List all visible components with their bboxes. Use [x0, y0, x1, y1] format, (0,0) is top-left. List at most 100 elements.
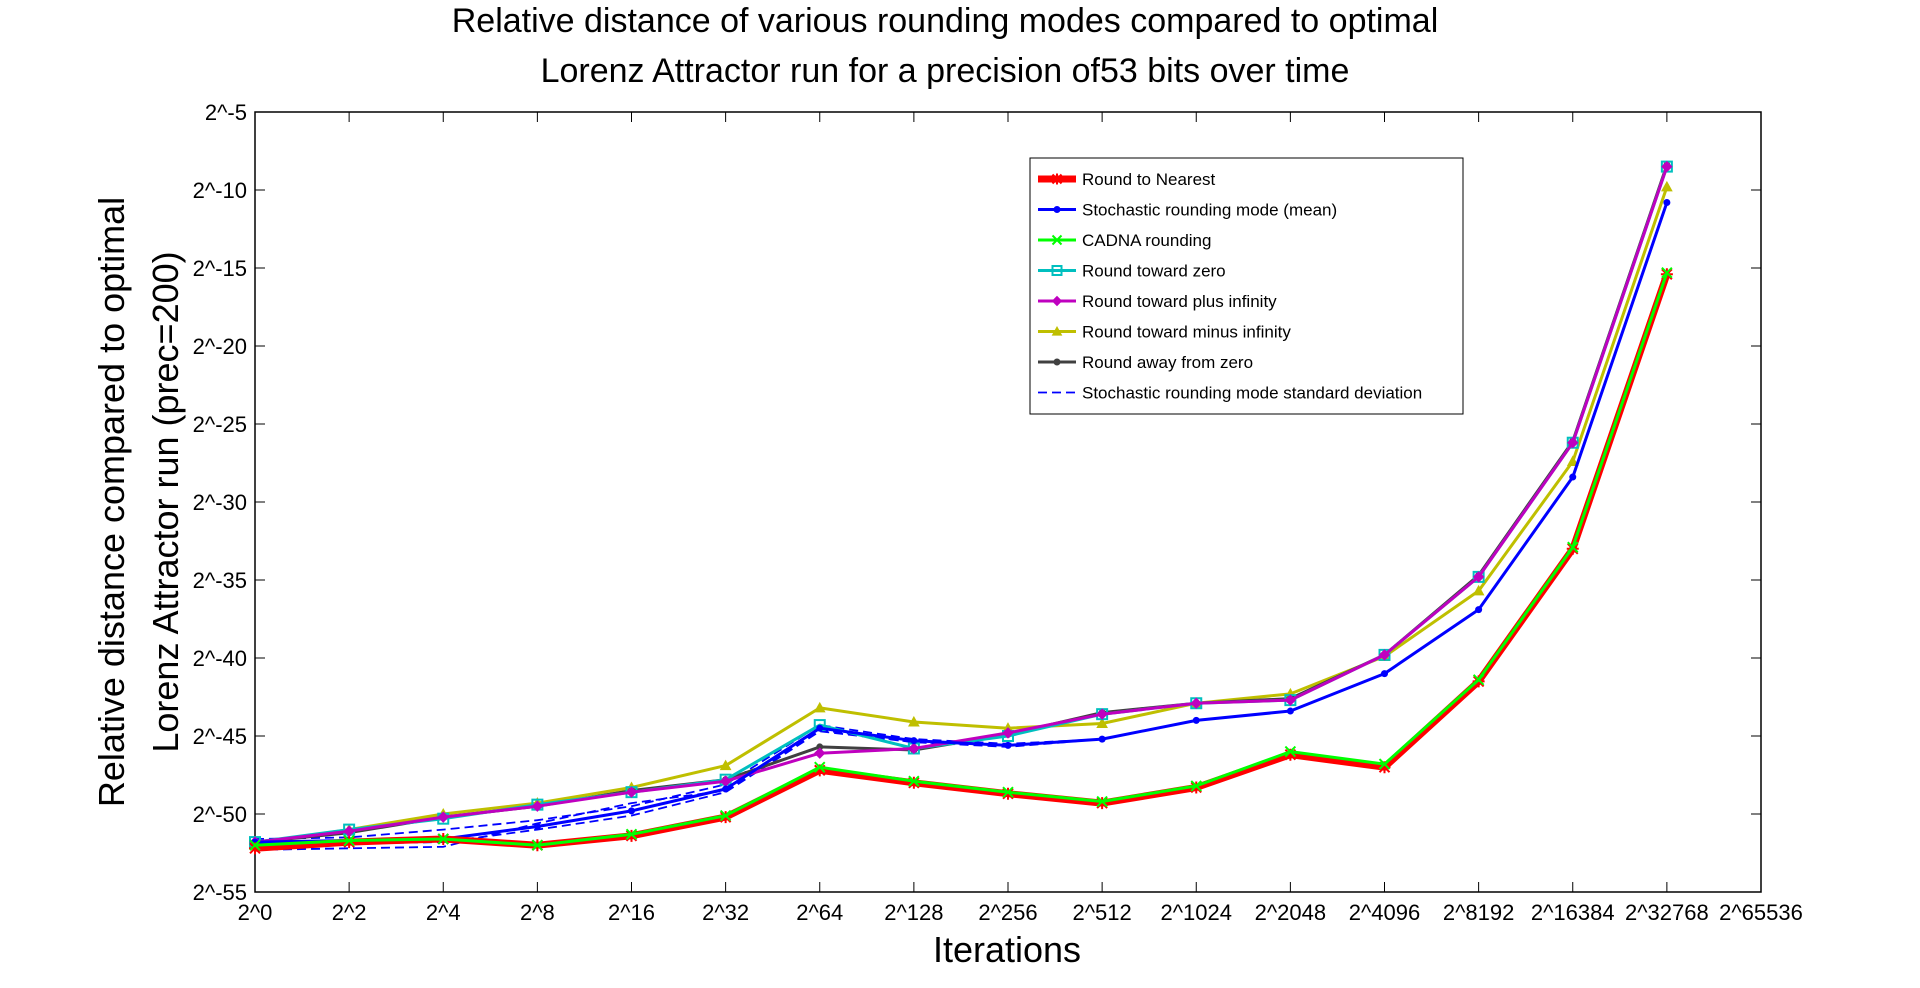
data-point	[1053, 206, 1061, 213]
data-point	[343, 836, 356, 849]
x-axis: 2^0 2^2 2^4 2^8 2^16 2^32 2^64 2^128 2^256 2^512 2…	[238, 112, 1803, 925]
x-tick-label: 2^65536	[1719, 900, 1803, 925]
legend-label: CADNA rounding	[1082, 231, 1211, 250]
series-line	[254, 166, 1669, 844]
data-point	[1053, 358, 1061, 366]
x-tick-label: 2^16384	[1531, 900, 1615, 925]
x-tick-label: 2^8192	[1443, 900, 1515, 925]
plot-area	[254, 111, 1762, 893]
x-tick-label: 2^1024	[1161, 900, 1233, 925]
x-tick-label: 2^128	[884, 900, 943, 925]
y-axis-label-2: Lorenz Attractor run (prec=200)	[145, 251, 186, 752]
data-point	[910, 737, 918, 745]
legend-label: Round toward plus infinity	[1082, 292, 1277, 311]
legend-label: Stochastic rounding mode standard deviat…	[1082, 384, 1422, 403]
data-point	[1096, 708, 1108, 720]
x-tick-label: 2^2	[332, 900, 367, 925]
data-point	[1051, 325, 1063, 336]
data-point	[1472, 584, 1485, 596]
legend-box	[1029, 157, 1464, 415]
data-point	[1096, 795, 1108, 808]
legend-label: Round away from zero	[1082, 353, 1253, 372]
legend-item: CADNA rounding	[1038, 231, 1211, 250]
data-point	[814, 761, 826, 773]
legend-label: Stochastic rounding mode (mean)	[1082, 201, 1337, 220]
data-point	[437, 811, 449, 823]
data-point	[1096, 797, 1109, 810]
data-point	[722, 785, 730, 793]
data-point	[1661, 180, 1673, 192]
data-point	[437, 833, 449, 845]
y-tick-label: 2^-35	[193, 568, 247, 593]
legend-item: Round to Nearest	[1038, 170, 1216, 189]
x-axis-label: Iterations	[933, 929, 1081, 970]
data-point	[1567, 541, 1579, 553]
data-point	[908, 775, 920, 787]
data-point	[1661, 160, 1673, 173]
y-tick-label: 2^-45	[193, 724, 247, 749]
data-point	[1381, 670, 1388, 678]
y-tick-label: 2^-50	[193, 802, 247, 827]
x-tick-label: 2^4096	[1349, 900, 1421, 925]
y-tick-label: 2^-55	[193, 880, 247, 905]
series-line	[254, 272, 1669, 847]
data-point	[1002, 787, 1014, 800]
data-point	[625, 786, 638, 798]
x-tick-label: 2^4	[426, 900, 461, 925]
y-tick-label: 2^-15	[193, 256, 247, 281]
x-tick-label: 2^64	[796, 900, 843, 925]
data-point	[1192, 716, 1200, 724]
data-point	[1378, 761, 1391, 774]
data-point	[628, 807, 635, 815]
legend-item: Round toward plus infinity	[1038, 292, 1277, 311]
data-point	[249, 842, 261, 855]
x-tick-label: 2^0	[238, 900, 273, 925]
data-point	[907, 776, 920, 789]
x-tick-label: 2^2048	[1255, 900, 1327, 925]
data-point	[1284, 745, 1297, 758]
data-point	[1284, 694, 1297, 706]
data-point	[531, 800, 544, 812]
data-point	[1190, 780, 1202, 792]
data-point	[1190, 781, 1203, 794]
series-2	[249, 266, 1673, 851]
data-point	[343, 834, 355, 847]
y-tick-label: 2^-30	[193, 490, 247, 515]
data-point	[1566, 455, 1579, 466]
y-tick-label: 2^-5	[205, 100, 247, 125]
legend-item: Round toward minus infinity	[1038, 323, 1291, 342]
data-point	[1569, 473, 1577, 481]
data-point	[249, 839, 261, 851]
legend-item: Stochastic rounding mode standard deviat…	[1038, 384, 1422, 403]
x-tick-label: 2^8	[520, 900, 555, 925]
data-point	[1378, 758, 1391, 770]
series-4	[249, 160, 1673, 848]
y-tick-label: 2^-20	[193, 334, 247, 359]
data-point	[1663, 198, 1671, 206]
data-point	[1051, 173, 1063, 185]
data-point	[1661, 266, 1673, 279]
data-point	[1378, 649, 1391, 661]
series-layer	[249, 160, 1673, 855]
data-point	[1002, 727, 1014, 739]
data-point	[816, 724, 824, 732]
y-tick-label: 2^-25	[193, 412, 247, 437]
data-point	[1472, 674, 1485, 686]
x-tick-label: 2^32768	[1625, 900, 1709, 925]
data-point	[533, 822, 541, 830]
data-point	[816, 743, 824, 751]
data-point	[813, 764, 826, 777]
legend-label: Round to Nearest	[1082, 170, 1216, 189]
data-point	[1190, 697, 1202, 709]
data-point	[1286, 707, 1294, 715]
data-point	[1051, 265, 1063, 276]
data-point	[814, 747, 826, 759]
x-tick-label: 2^32	[702, 900, 749, 925]
data-point	[1051, 234, 1063, 246]
data-point	[719, 809, 732, 822]
data-point	[719, 759, 732, 771]
series-line	[254, 186, 1669, 846]
data-point	[908, 715, 920, 727]
data-point	[625, 829, 638, 842]
